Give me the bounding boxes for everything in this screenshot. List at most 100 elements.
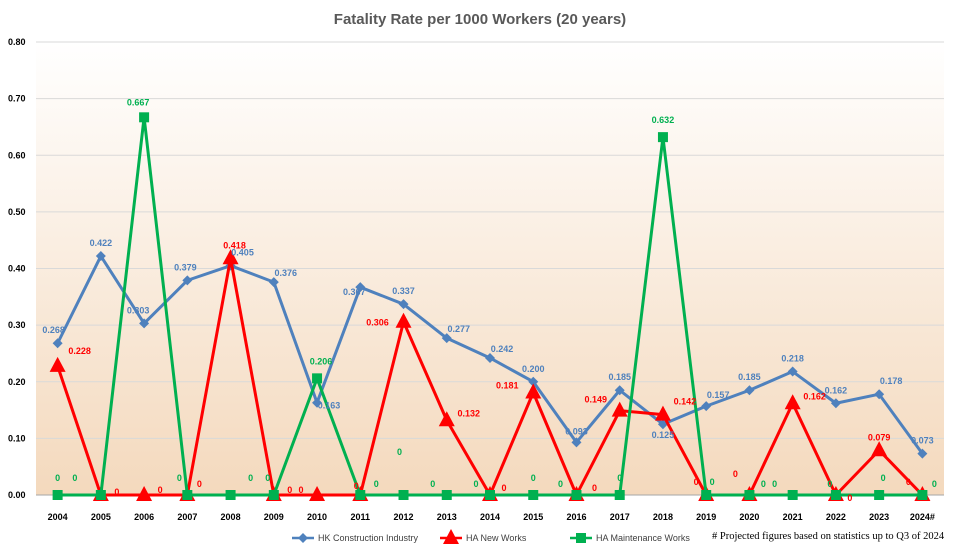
data-label: 0.206 (310, 356, 333, 366)
data-label: 0 (558, 479, 563, 489)
data-labels-layer: 0.268 0.422 0.303 0.379 0.405 0.376 0.163 0.367… (42, 97, 937, 503)
legend-swatch-marker (576, 533, 586, 543)
data-label: 0.376 (275, 268, 298, 278)
data-point (222, 249, 239, 265)
y-tick-label: 0.70 (8, 94, 26, 104)
series-layer (49, 112, 931, 501)
data-label: 0.337 (392, 286, 415, 296)
data-point (874, 490, 885, 500)
data-point (182, 275, 193, 286)
data-label: 0 (287, 485, 292, 495)
data-point (441, 490, 452, 500)
data-label: 0.125 (652, 430, 675, 440)
data-point (611, 401, 628, 417)
x-tick-label: 2021 (783, 512, 803, 522)
data-point (571, 490, 582, 500)
data-label: 0.379 (174, 262, 197, 272)
data-point (136, 486, 153, 501)
data-point (485, 490, 495, 500)
data-point (744, 385, 755, 396)
data-label: 0 (906, 477, 911, 487)
data-label: 0.162 (825, 385, 848, 395)
data-point (52, 490, 63, 500)
data-point (701, 401, 712, 412)
data-point (654, 405, 671, 421)
y-tick-label: 0.40 (8, 264, 26, 274)
data-point (398, 299, 409, 310)
x-tick-label: 2023 (869, 512, 889, 522)
data-label: 0.181 (496, 381, 519, 391)
x-tick-label: 2018 (653, 512, 673, 522)
data-point (309, 486, 326, 501)
data-point (787, 490, 798, 500)
data-point (139, 112, 150, 123)
data-point (485, 352, 495, 363)
data-point (917, 490, 928, 500)
data-label: 0.277 (447, 324, 470, 334)
x-tick-label: 2012 (394, 512, 414, 522)
data-label: 0 (733, 469, 738, 479)
data-point (528, 490, 539, 500)
data-label: 0 (265, 473, 270, 483)
data-label: 0 (592, 483, 597, 493)
data-label: 0 (158, 485, 163, 495)
x-tick-label: 2020 (739, 512, 759, 522)
data-label: 0 (248, 473, 253, 483)
data-label: 0.093 (565, 426, 588, 436)
data-point (52, 338, 63, 349)
data-point (182, 490, 193, 500)
x-tick-label: 2013 (437, 512, 457, 522)
data-point (657, 132, 668, 143)
data-point (49, 356, 66, 372)
data-point (917, 448, 928, 459)
data-label: 0 (501, 483, 506, 493)
data-label: 0 (397, 447, 402, 457)
data-label: 0 (847, 493, 852, 503)
data-point (701, 490, 712, 500)
data-label: 0.185 (608, 372, 631, 382)
data-label: 0.228 (68, 346, 91, 356)
data-label: 0 (932, 479, 937, 489)
data-point (312, 397, 323, 408)
data-label: 0.422 (90, 238, 113, 248)
data-label: 0.303 (127, 305, 150, 315)
x-tick-label: 2014 (480, 512, 500, 522)
series-ha-maintenance-works (52, 112, 928, 500)
data-label: 0.163 (318, 401, 341, 411)
x-tick-label: 2016 (566, 512, 586, 522)
data-label: 0 (55, 473, 60, 483)
data-label: 0 (114, 487, 119, 497)
data-point (395, 312, 412, 328)
data-label: 0.157 (707, 390, 730, 400)
data-point (268, 277, 279, 288)
data-point (438, 411, 455, 427)
data-point (614, 385, 625, 396)
y-tick-label: 0.80 (8, 37, 26, 47)
data-label: 0.079 (868, 432, 891, 442)
legend-item: HK Construction Industry (292, 533, 419, 543)
x-tick-label: 2019 (696, 512, 716, 522)
data-label: 0.268 (42, 325, 65, 335)
projection-note: # Projected figures based on statistics … (712, 531, 945, 542)
data-point (571, 437, 582, 448)
data-point (784, 394, 801, 410)
data-label: 0 (881, 473, 886, 483)
data-label: 0.185 (738, 372, 761, 382)
data-point (312, 373, 323, 384)
data-label: 0 (473, 479, 478, 489)
x-tick-label: 2006 (134, 512, 154, 522)
legend-swatch-marker (298, 533, 308, 543)
data-point (95, 490, 106, 500)
y-tick-label: 0.50 (8, 207, 26, 217)
data-point (525, 383, 542, 399)
y-tick-label: 0.30 (8, 320, 26, 330)
data-point (355, 490, 366, 500)
data-label: 0.242 (491, 344, 514, 354)
x-tick-label: 2005 (91, 512, 111, 522)
data-label: 0 (827, 479, 832, 489)
x-tick-label: 2009 (264, 512, 284, 522)
data-label: 0.162 (803, 391, 826, 401)
data-label: 0.367 (343, 287, 366, 297)
x-tick-label: 2004 (48, 512, 68, 522)
data-label: 0.132 (457, 408, 480, 418)
